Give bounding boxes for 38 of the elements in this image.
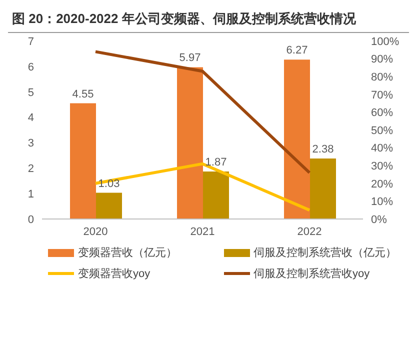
x-tick-label: 2022 (297, 226, 322, 238)
data-label: 5.97 (179, 52, 201, 64)
y-tick-label: 4 (28, 112, 34, 124)
chart-title: 图 20：2020-2022 年公司变频器、伺服及控制系统营收情况 (8, 8, 409, 33)
legend-label: 伺服及控制系统营收（亿元） (254, 246, 396, 260)
y2-tick-label: 50% (371, 124, 394, 137)
y2-tick-label: 10% (371, 196, 394, 208)
bar (203, 171, 229, 219)
y2-tick-label: 90% (371, 54, 394, 66)
y2-tick-label: 100% (371, 36, 400, 48)
y-tick-label: 0 (28, 214, 34, 226)
bar (284, 60, 310, 219)
data-label: 6.27 (286, 44, 308, 57)
y-tick-label: 2 (28, 163, 34, 176)
bar (310, 158, 336, 219)
data-label: 2.38 (312, 143, 334, 156)
y-tick-label: 7 (28, 36, 34, 48)
y-tick-label: 6 (28, 61, 34, 74)
data-label: 1.87 (205, 156, 227, 168)
y2-tick-label: 80% (371, 72, 394, 84)
legend-label: 变频器营收yoy (78, 266, 150, 281)
y-tick-label: 5 (28, 86, 34, 99)
y2-tick-label: 70% (371, 89, 394, 102)
data-label: 4.55 (72, 88, 94, 100)
y-tick-label: 3 (28, 138, 34, 150)
bar (177, 67, 203, 219)
legend-label: 伺服及控制系统营收yoy (254, 266, 370, 281)
bar (96, 192, 122, 219)
x-tick-label: 2020 (83, 226, 108, 238)
y2-tick-label: 40% (371, 142, 394, 155)
y2-tick-label: 0% (371, 214, 388, 226)
y-tick-label: 1 (28, 188, 34, 200)
y2-tick-label: 60% (371, 107, 394, 120)
legend-label: 变频器营收（亿元） (78, 246, 177, 260)
y2-tick-label: 20% (371, 178, 394, 190)
x-tick-label: 2021 (190, 226, 215, 238)
bar (70, 103, 96, 219)
y2-tick-label: 30% (371, 160, 394, 173)
